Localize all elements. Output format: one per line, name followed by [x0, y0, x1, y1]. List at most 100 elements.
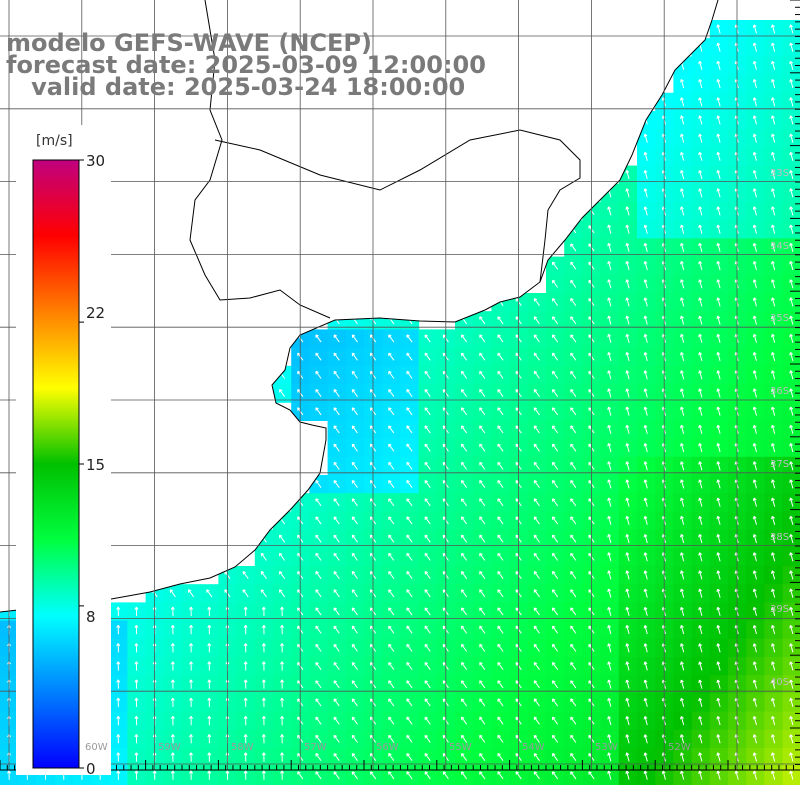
wind-arrow: [424, 607, 431, 616]
wind-arrow: [461, 516, 468, 525]
wind-arrow: [406, 407, 413, 416]
wind-arrow: [625, 625, 630, 635]
lat-lon-grid: [0, 0, 800, 770]
wind-arrow: [716, 388, 721, 398]
wind-arrow: [479, 352, 486, 361]
wind-arrow: [134, 643, 139, 653]
wind-arrow: [552, 734, 559, 743]
wind-arrow: [716, 188, 721, 198]
wind-arrow: [771, 370, 776, 380]
wind-arrow: [771, 606, 776, 616]
wind-arrow: [243, 734, 248, 744]
wind-arrow: [698, 643, 703, 653]
wind-arrow: [698, 279, 703, 289]
wind-arrow: [680, 752, 685, 762]
wind-arrow: [533, 461, 540, 470]
wind-arrow: [698, 170, 703, 180]
wind-arrow: [680, 406, 685, 416]
wind-arrow: [643, 443, 648, 453]
wind-arrow: [752, 352, 757, 362]
wind-arrow: [424, 589, 431, 598]
wind-arrow: [461, 716, 468, 725]
wind-arrow: [570, 771, 577, 780]
wind-arrow: [771, 625, 776, 635]
wind-arrow: [625, 297, 630, 307]
wind-arrow: [333, 389, 340, 397]
wind-arrow: [297, 771, 304, 780]
wind-arrow: [771, 333, 776, 343]
lon-label: 60W: [85, 742, 108, 753]
wind-arrow: [752, 661, 757, 671]
wind-arrow: [789, 151, 794, 161]
lat-label: 34S: [770, 241, 790, 252]
wind-arrow: [570, 298, 577, 306]
wind-arrow: [424, 389, 431, 397]
wind-arrow: [607, 679, 612, 689]
wind-arrow: [771, 734, 776, 744]
wind-arrow: [533, 734, 540, 743]
wind-arrow: [625, 697, 630, 707]
wind-arrow: [789, 716, 794, 726]
wind-arrow: [607, 570, 612, 580]
wind-arrow: [570, 534, 577, 543]
wind-arrow: [552, 771, 559, 780]
wind-arrow: [752, 333, 757, 343]
wind-arrow: [388, 534, 395, 543]
wind-arrow: [461, 480, 468, 488]
wind-arrow: [533, 589, 540, 598]
wind-arrow: [497, 425, 504, 434]
wind-arrow: [716, 770, 721, 780]
wind-arrow: [497, 625, 504, 634]
wind-arrow: [643, 515, 648, 525]
wind-arrow: [752, 625, 757, 635]
wind-arrow: [752, 406, 757, 416]
wind-arrow: [116, 624, 121, 635]
wind-arrow: [170, 624, 175, 635]
wind-arrow: [424, 352, 431, 361]
wind-arrow: [406, 662, 413, 670]
wind-arrow: [533, 298, 540, 306]
wind-arrow: [243, 752, 248, 762]
wind-arrow: [315, 753, 322, 761]
wind-arrow: [643, 606, 648, 616]
wind-arrow: [461, 625, 468, 634]
wind-arrow: [752, 752, 757, 762]
wind-arrow: [607, 315, 612, 325]
wind-arrow: [752, 315, 757, 325]
wind-arrow: [625, 188, 630, 198]
wind-arrow: [771, 570, 776, 580]
wind-arrow: [189, 661, 194, 671]
colorbar-units: [m/s]: [36, 133, 73, 149]
wind-arrow: [424, 516, 431, 525]
wind-arrow: [497, 716, 504, 725]
wind-arrow: [497, 662, 504, 670]
wind-arrow: [643, 770, 648, 780]
wind-arrow: [680, 461, 685, 471]
wind-arrow: [315, 552, 322, 561]
wind-arrow: [716, 606, 721, 616]
wind-arrow: [533, 480, 540, 488]
wind-arrow: [716, 151, 721, 161]
lat-label: 33S: [770, 168, 790, 179]
wind-arrow: [752, 497, 757, 507]
wind-arrow: [497, 753, 504, 761]
wind-arrow: [698, 534, 703, 544]
wind-arrow: [570, 516, 577, 525]
wind-arrow: [406, 771, 413, 780]
wind-arrow: [207, 606, 212, 617]
wind-arrow: [771, 170, 776, 180]
wind-arrow: [243, 643, 248, 653]
wind-arrow: [333, 534, 340, 543]
wind-arrow: [570, 461, 577, 470]
country-border: [189, 0, 581, 319]
wind-arrow: [461, 334, 468, 343]
wind-arrow: [351, 643, 358, 652]
wind-arrow: [771, 97, 776, 107]
wind-arrow: [461, 425, 468, 434]
wind-arrow: [189, 643, 194, 653]
lat-label: 35S: [770, 313, 790, 324]
wind-arrow: [789, 625, 794, 635]
wind-arrow: [716, 588, 721, 598]
wind-arrow: [315, 734, 322, 743]
wind-arrow: [461, 370, 468, 379]
